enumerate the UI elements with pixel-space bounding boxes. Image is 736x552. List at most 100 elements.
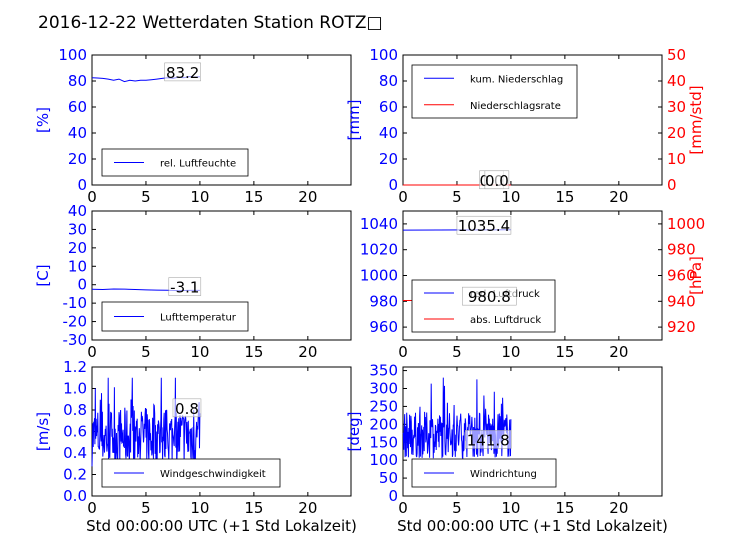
panel-temperature: 0 5 10 15 20-30-20-10010203040[C]Lufttempera… <box>34 202 352 361</box>
panel-precip: 0 5 10 15 20 0 20 40 60 80 100 0 10 20 30 40 50 [mm/std] [… <box>345 46 705 206</box>
legend: kum. Niederschlag Niederschlagsrate <box>411 64 578 119</box>
y-tick-label: 0 <box>77 176 87 194</box>
annotation-value: 980.8 <box>468 288 511 306</box>
legend-label: Windrichtung <box>470 469 537 480</box>
y-tick-label: -10 <box>63 294 88 312</box>
y-tick-label: 40 <box>68 202 87 220</box>
y-tick-label: 200 <box>369 415 398 433</box>
annotation-value: 1035.4 <box>458 217 511 235</box>
legend: Windgeschwindigkeit <box>101 458 281 488</box>
y-tick-label: 350 <box>369 362 398 380</box>
x-tick-label: 10 <box>190 343 209 361</box>
annotation-value: -3.1 <box>170 279 199 297</box>
y-tick-label: 0.8 <box>63 401 87 419</box>
x-tick-label: 0 <box>398 188 408 206</box>
x-tick-label: 10 <box>501 343 520 361</box>
y-axis-label: [m/s] <box>34 412 52 451</box>
x-tick-label: 15 <box>244 499 263 517</box>
y-tick-label: 980 <box>369 292 398 310</box>
y-tick-label: 1020 <box>360 241 398 259</box>
x-tick-label: 10 <box>501 499 520 517</box>
x-tick-label: 5 <box>452 343 462 361</box>
y-axis-label: [C] <box>34 264 52 286</box>
annotation-value: 0.8 <box>175 400 199 418</box>
y-tick-label: -30 <box>63 331 88 349</box>
y2-axis-label: [mm/std] <box>687 85 705 154</box>
panel-humidity: 0 5 10 15 20 0 20 40 60 80 100 [%] rel. Luftfeuchte 8… <box>34 46 352 206</box>
y2-tick-label: 1000 <box>667 215 705 233</box>
y2-tick-label: 980 <box>667 241 696 259</box>
x-tick-label: 5 <box>141 343 151 361</box>
x-tick-label: 20 <box>298 343 317 361</box>
panel-pressure: 0 5 10 15 20 960 980 1000 1020 1040 920 940 960 980 10… <box>360 210 705 361</box>
y-tick-label: 1000 <box>360 267 398 285</box>
y-tick-label: 80 <box>68 72 87 90</box>
x-tick-label: 15 <box>244 343 263 361</box>
legend-label: rel. Luftfeuchte <box>160 159 236 170</box>
annotation-box <box>465 430 512 449</box>
x-tick-label: 20 <box>609 343 628 361</box>
y-tick-label: 300 <box>369 380 398 398</box>
x-tick-label: 15 <box>555 188 574 206</box>
y-axis-label: [%] <box>34 107 52 133</box>
x-tick-label: 15 <box>555 499 574 517</box>
legend-label: Niederschlagsrate <box>470 101 561 112</box>
x-axis-label: Std 00:00:00 UTC (+1 Std Lokalzeit) <box>86 517 357 535</box>
y-tick-label: 0.4 <box>63 444 87 462</box>
legend-box <box>411 64 578 119</box>
x-tick-label: 20 <box>609 499 628 517</box>
annotation-box <box>456 215 512 235</box>
y2-tick-label: 30 <box>667 98 686 116</box>
y-tick-label: 0 <box>388 487 398 505</box>
x-tick-label: 15 <box>244 188 263 206</box>
x-tick-label: 0 <box>87 343 97 361</box>
y-tick-label: 0 <box>388 176 398 194</box>
y-axis-label: [deg] <box>345 412 363 452</box>
x-tick-label: 20 <box>298 499 317 517</box>
x-tick-label: 10 <box>190 188 209 206</box>
x-tick-label: 0 <box>87 499 97 517</box>
legend-label: Lufttemperatur <box>160 313 237 324</box>
y-tick-label: 100 <box>369 46 398 64</box>
y-tick-label: -20 <box>63 313 88 331</box>
y-tick-label: 20 <box>68 239 87 257</box>
x-axis-label: Std 00:00:00 UTC (+1 Std Lokalzeit) <box>397 517 668 535</box>
y-tick-label: 40 <box>379 124 398 142</box>
legend: Windrichtung <box>411 458 557 488</box>
y-tick-label: 100 <box>369 451 398 469</box>
y-tick-label: 80 <box>379 72 398 90</box>
x-tick-label: 20 <box>609 188 628 206</box>
y-tick-label: 1.0 <box>63 380 87 398</box>
annotation-value: 0.0 <box>485 172 509 190</box>
y-tick-label: 150 <box>369 433 398 451</box>
y2-tick-label: 960 <box>667 267 696 285</box>
annotation-box <box>168 277 202 296</box>
y2-tick-label: 920 <box>667 318 696 336</box>
y-tick-label: 0.6 <box>63 423 87 441</box>
x-tick-label: 20 <box>298 188 317 206</box>
annotation-value: 83.2 <box>166 64 199 82</box>
y-tick-label: 60 <box>68 98 87 116</box>
y-tick-label: 960 <box>369 318 398 336</box>
y-tick-label: 1040 <box>360 215 398 233</box>
y-tick-label: 60 <box>379 98 398 116</box>
y2-tick-label: 40 <box>667 72 686 90</box>
y-tick-label: 250 <box>369 397 398 415</box>
y-tick-label: 10 <box>68 257 87 275</box>
x-tick-label: 5 <box>452 188 462 206</box>
y2-axis-label: [hPa] <box>687 256 705 295</box>
x-tick-label: 10 <box>501 188 520 206</box>
y-tick-label: 30 <box>68 220 87 238</box>
x-tick-label: 10 <box>190 499 209 517</box>
legend-label: Windgeschwindigkeit <box>160 469 266 480</box>
annotation-box <box>462 286 517 306</box>
x-tick-label: 5 <box>141 499 151 517</box>
annotation-box <box>164 62 201 82</box>
y-tick-label: 0.2 <box>63 466 87 484</box>
series-line-0 <box>91 377 201 467</box>
legend-label: kum. Niederschlag <box>470 74 563 85</box>
y-tick-label: 50 <box>379 469 398 487</box>
annotation-box <box>172 398 202 418</box>
